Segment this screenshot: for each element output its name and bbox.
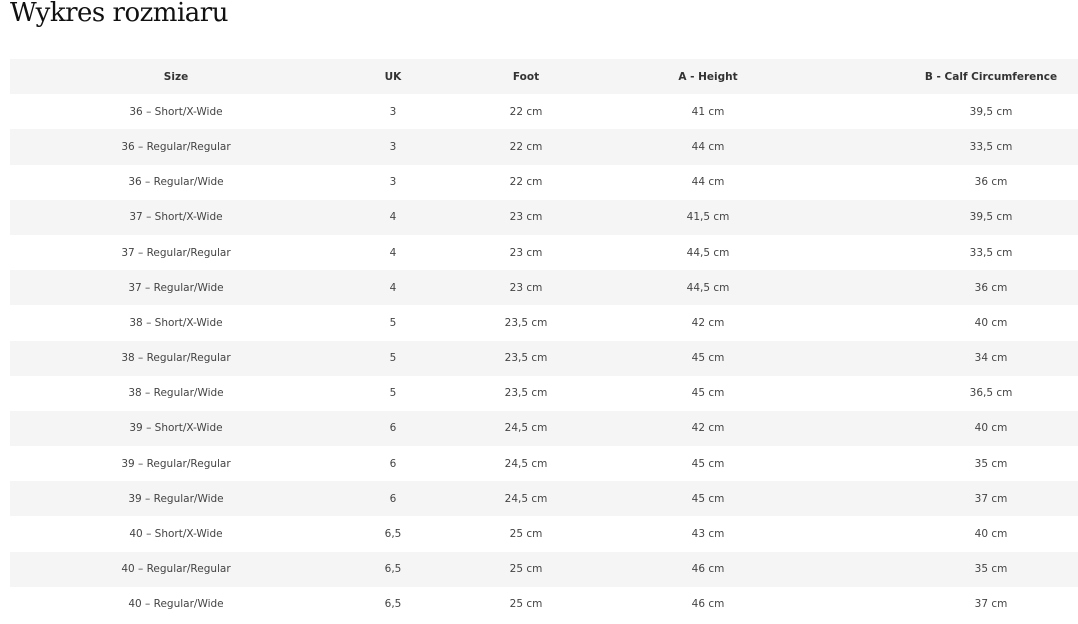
table-cell: 25 cm (509, 563, 543, 576)
table-cell: 36 – Regular/Regular (121, 140, 231, 153)
table-cell: 33,5 cm (969, 140, 1013, 153)
size-chart-table: Size UK Foot A - Height B - Calf Circumferen… (10, 59, 1078, 622)
table-cell: 36 cm (974, 281, 1008, 294)
table-cell: 5 (389, 316, 397, 329)
table-cell: 37 cm (974, 598, 1008, 611)
table-cell: 6,5 (384, 528, 402, 541)
table-row: 37 – Regular/Regular 4 23 cm 44,5 cm 33,5 cm (10, 235, 1078, 270)
table-cell: 6 (389, 492, 397, 505)
table-cell: 36 cm (974, 176, 1008, 189)
table-header-row: Size UK Foot A - Height B - Calf Circumferen… (10, 59, 1078, 95)
table-cell: 36,5 cm (969, 387, 1013, 400)
table-cell: 42 cm (691, 316, 725, 329)
table-cell: 33,5 cm (969, 246, 1013, 259)
table-cell: 6,5 (384, 563, 402, 576)
column-header: Size (163, 70, 189, 83)
table-cell: 3 (389, 140, 397, 153)
table-cell: 40 cm (974, 422, 1008, 435)
table-cell: 37 cm (974, 492, 1008, 505)
table-cell: 39 – Short/X-Wide (129, 422, 223, 435)
table-cell: 45 cm (691, 457, 725, 470)
table-row: 39 – Regular/Wide 6 24,5 cm 45 cm 37 cm (10, 481, 1078, 517)
table-cell: 45 cm (691, 492, 725, 505)
table-row: 38 – Short/X-Wide 5 23,5 cm 42 cm 40 cm (10, 305, 1078, 340)
column-header: B - Calf Circumference (924, 70, 1058, 83)
table-cell: 46 cm (691, 598, 725, 611)
table-cell: 40 cm (974, 528, 1008, 541)
table-cell: 38 – Regular/Wide (128, 387, 224, 400)
table-cell: 5 (389, 387, 397, 400)
table-row: 37 – Regular/Wide 4 23 cm 44,5 cm 36 cm (10, 270, 1078, 306)
table-cell: 25 cm (509, 598, 543, 611)
table-row: 37 – Short/X-Wide 4 23 cm 41,5 cm 39,5 cm (10, 199, 1078, 235)
table-row: 39 – Short/X-Wide 6 24,5 cm 42 cm 40 cm (10, 410, 1078, 447)
table-row: 36 – Regular/Regular 3 22 cm 44 cm 33,5 cm (10, 129, 1078, 165)
table-row: 38 – Regular/Wide 5 23,5 cm 45 cm 36,5 cm (10, 376, 1078, 411)
table-cell: 42 cm (691, 422, 725, 435)
table-cell: 4 (389, 281, 397, 294)
table-row: 40 – Regular/Regular 6,5 25 cm 46 cm 35 cm (10, 551, 1078, 587)
table-cell: 44,5 cm (686, 281, 730, 294)
table-row: 39 – Regular/Regular 6 24,5 cm 45 cm 35 cm (10, 446, 1078, 481)
table-cell: 36 – Regular/Wide (128, 176, 224, 189)
table-cell: 3 (389, 105, 397, 118)
table-cell: 39 – Regular/Regular (121, 457, 231, 470)
table-cell: 41,5 cm (686, 211, 730, 224)
table-cell: 39 – Regular/Wide (128, 492, 224, 505)
table-cell: 6,5 (384, 598, 402, 611)
table-cell: 22 cm (509, 105, 543, 118)
table-cell: 46 cm (691, 563, 725, 576)
table-cell: 23,5 cm (504, 316, 548, 329)
table-cell: 23 cm (509, 246, 543, 259)
table-row: 36 – Regular/Wide 3 22 cm 44 cm 36 cm (10, 165, 1078, 200)
column-header: A - Height (678, 70, 738, 83)
table-cell: 37 – Regular/Regular (121, 246, 231, 259)
table-cell: 40 – Regular/Wide (128, 598, 224, 611)
table-cell: 23 cm (509, 211, 543, 224)
table-cell: 45 cm (691, 352, 725, 365)
table-cell: 37 – Short/X-Wide (129, 211, 223, 224)
table-cell: 44 cm (691, 140, 725, 153)
table-cell: 43 cm (691, 528, 725, 541)
table-cell: 5 (389, 352, 397, 365)
table-cell: 6 (389, 422, 397, 435)
table-cell: 34 cm (974, 352, 1008, 365)
table-cell: 40 – Regular/Regular (121, 563, 231, 576)
table-cell: 38 – Regular/Regular (121, 352, 231, 365)
table-cell: 38 – Short/X-Wide (129, 316, 223, 329)
table-cell: 23,5 cm (504, 352, 548, 365)
table-cell: 24,5 cm (504, 492, 548, 505)
table-row: 36 – Short/X-Wide 3 22 cm 41 cm 39,5 cm (10, 94, 1078, 129)
column-header: UK (384, 70, 402, 83)
table-cell: 40 – Short/X-Wide (129, 528, 223, 541)
table-cell: 40 cm (974, 316, 1008, 329)
table-cell: 22 cm (509, 176, 543, 189)
page-title: Wykres rozmiaru (10, 0, 228, 28)
table-cell: 39,5 cm (969, 211, 1013, 224)
table-cell: 36 – Short/X-Wide (129, 105, 223, 118)
table-cell: 24,5 cm (504, 457, 548, 470)
table-cell: 44 cm (691, 176, 725, 189)
table-cell: 6 (389, 457, 397, 470)
table-cell: 44,5 cm (686, 246, 730, 259)
table-cell: 39,5 cm (969, 105, 1013, 118)
table-cell: 4 (389, 246, 397, 259)
table-row: 40 – Short/X-Wide 6,5 25 cm 43 cm 40 cm (10, 516, 1078, 551)
table-row: 38 – Regular/Regular 5 23,5 cm 45 cm 34 cm (10, 340, 1078, 376)
column-header: Foot (512, 70, 540, 83)
table-cell: 35 cm (974, 563, 1008, 576)
table-cell: 37 – Regular/Wide (128, 281, 224, 294)
table-cell: 4 (389, 211, 397, 224)
table-cell: 35 cm (974, 457, 1008, 470)
table-cell: 41 cm (691, 105, 725, 118)
table-cell: 23,5 cm (504, 387, 548, 400)
table-cell: 45 cm (691, 387, 725, 400)
table-cell: 25 cm (509, 528, 543, 541)
table-cell: 3 (389, 176, 397, 189)
table-cell: 24,5 cm (504, 422, 548, 435)
table-cell: 23 cm (509, 281, 543, 294)
table-row: 40 – Regular/Wide 6,5 25 cm 46 cm 37 cm (10, 587, 1078, 622)
table-cell: 22 cm (509, 140, 543, 153)
